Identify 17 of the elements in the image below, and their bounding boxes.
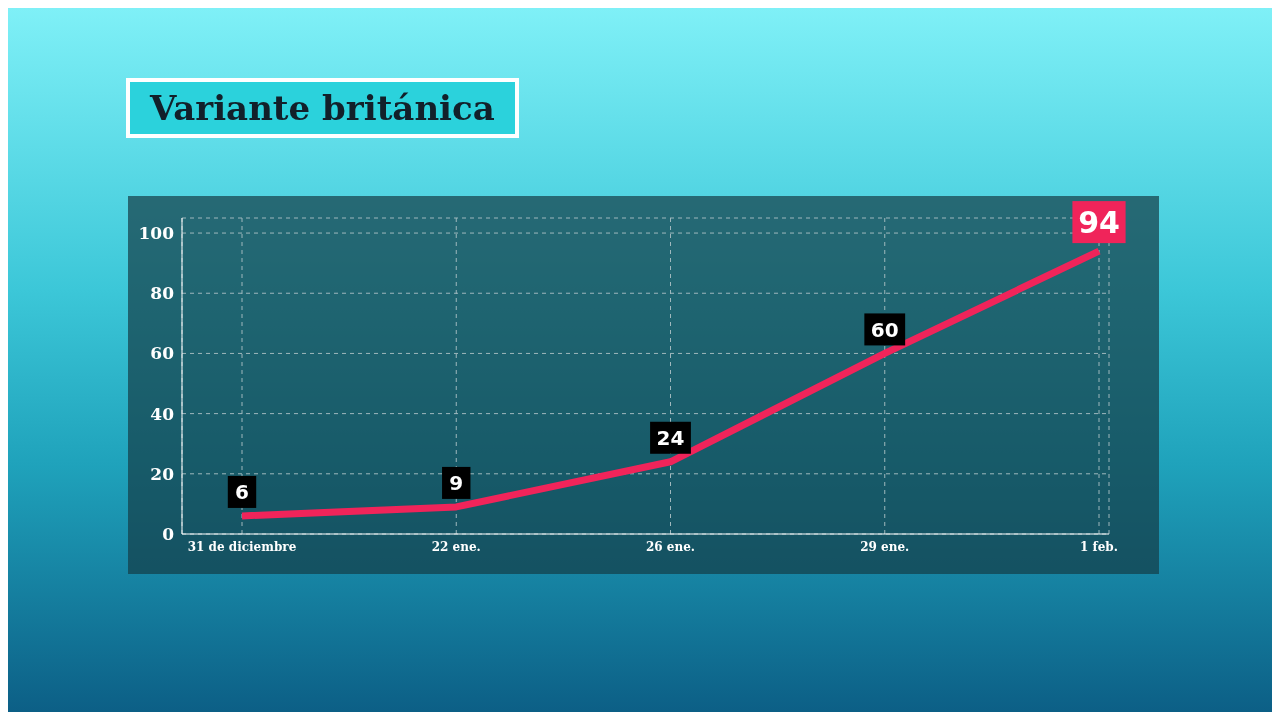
data-label: 6 (235, 480, 249, 505)
x-tick-label: 29 ene. (860, 539, 910, 554)
data-label: 60 (870, 317, 899, 342)
y-tick-label: 100 (138, 223, 175, 244)
y-tick-label: 40 (150, 403, 175, 424)
chart-title: Variante británica (126, 78, 519, 138)
data-label: 94 (1078, 204, 1120, 240)
y-tick-label: 60 (150, 343, 175, 364)
y-tick-label: 80 (150, 283, 175, 304)
data-label: 9 (449, 471, 464, 496)
y-tick-label: 0 (162, 524, 175, 545)
x-tick-label: 31 de diciembre (187, 539, 297, 554)
x-tick-label: 22 ene. (431, 539, 481, 554)
data-label: 24 (656, 425, 685, 450)
x-tick-label: 26 ene. (645, 539, 696, 554)
x-tick-label: 1 feb. (1080, 539, 1118, 554)
y-tick-label: 20 (150, 463, 175, 484)
